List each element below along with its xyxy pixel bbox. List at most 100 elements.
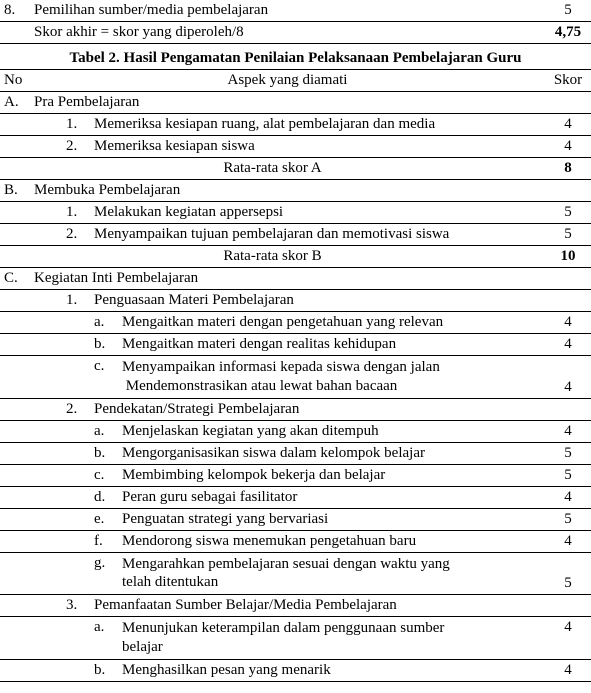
- sub-label: f.: [90, 530, 118, 552]
- sub-label: e.: [90, 508, 118, 530]
- section-row: B. Membuka Pembelajaran: [0, 180, 591, 202]
- item-text: Mengorganisasikan siswa dalam kelompok b…: [118, 442, 545, 464]
- item-text: Mengaitkan materi dengan pengetahuan yan…: [118, 312, 545, 334]
- section-label: A.: [0, 92, 30, 114]
- subsection-name: Pemanfaatan Sumber Belajar/Media Pembela…: [90, 595, 545, 617]
- section-name: Kegiatan Inti Pembelajaran: [30, 268, 545, 290]
- table-row: b. Mengorganisasikan siswa dalam kelompo…: [0, 442, 591, 464]
- item-text: Memeriksa kesiapan ruang, alat pembelaja…: [90, 114, 545, 136]
- item-score: 4: [545, 312, 591, 334]
- observation-table: No Aspek yang diamati Skor A. Pra Pembel…: [0, 69, 591, 682]
- sub-label: c.: [90, 464, 118, 486]
- item-score: 5: [545, 202, 591, 224]
- sub-label: g.: [90, 552, 118, 595]
- sub-label: b.: [90, 334, 118, 356]
- section-label: C.: [0, 268, 30, 290]
- item-score: 5: [545, 464, 591, 486]
- subsection-row: 1. Penguasaan Materi Pembelajaran: [0, 290, 591, 312]
- col-skor: Skor: [545, 70, 591, 92]
- table-row: g. Mengarahkan pembelajaran sesuai denga…: [0, 552, 591, 595]
- item-score: 4: [545, 356, 591, 399]
- table-row: a. Menjelaskan kegiatan yang akan ditemp…: [0, 420, 591, 442]
- item-score: 4: [545, 486, 591, 508]
- subsection-name: Penguasaan Materi Pembelajaran: [90, 290, 545, 312]
- avg-row: Rata-rata skor B 10: [0, 246, 591, 268]
- table-header: No Aspek yang diamati Skor: [0, 70, 591, 92]
- item-index: 2.: [62, 224, 90, 246]
- sub-label: c.: [90, 356, 118, 399]
- item-text: Melakukan kegiatan appersepsi: [90, 202, 545, 224]
- table-row: 1. Melakukan kegiatan appersepsi 5: [0, 202, 591, 224]
- col-aspek: Aspek yang diamati: [30, 70, 545, 92]
- item-text: Mengarahkan pembelajaran sesuai dengan w…: [118, 552, 545, 595]
- item-score: 5: [545, 224, 591, 246]
- table-row: e. Penguatan strategi yang bervariasi 5: [0, 508, 591, 530]
- row-text: Pemilihan sumber/media pembelajaran: [30, 0, 545, 22]
- section-row: C. Kegiatan Inti Pembelajaran: [0, 268, 591, 290]
- table-row: c. Menyampaikan informasi kepada siswa d…: [0, 356, 591, 399]
- sub-label: a.: [90, 617, 118, 660]
- item-text: Mendorong siswa menemukan pengetahuan ba…: [118, 530, 545, 552]
- table-row: 2. Memeriksa kesiapan siswa 4: [0, 136, 591, 158]
- sub-label: b.: [90, 442, 118, 464]
- section-row: A. Pra Pembelajaran: [0, 92, 591, 114]
- row-number: 8.: [0, 0, 30, 22]
- section-name: Membuka Pembelajaran: [30, 180, 545, 202]
- avg-score: 8: [545, 158, 591, 180]
- table-row: 2. Menyampaikan tujuan pembelajaran dan …: [0, 224, 591, 246]
- sub-label: b.: [90, 659, 118, 681]
- item-index: 1.: [62, 202, 90, 224]
- item-text: Peran guru sebagai fasilitator: [118, 486, 545, 508]
- section-name: Pra Pembelajaran: [30, 92, 545, 114]
- item-index: 1.: [62, 114, 90, 136]
- avg-score: 10: [545, 246, 591, 268]
- subsection-name: Pendekatan/Strategi Pembelajaran: [90, 398, 545, 420]
- subsection-row: 2. Pendekatan/Strategi Pembelajaran: [0, 398, 591, 420]
- section-label: B.: [0, 180, 30, 202]
- item-text: Menyampaikan tujuan pembelajaran dan mem…: [90, 224, 545, 246]
- item-score: 4: [545, 530, 591, 552]
- table-row: b. Mengaitkan materi dengan realitas keh…: [0, 334, 591, 356]
- col-no: No: [0, 70, 30, 92]
- table-row: b. Menghasilkan pesan yang menarik 4: [0, 659, 591, 681]
- avg-label: Rata-rata skor B: [0, 246, 545, 268]
- item-text: Memeriksa kesiapan siswa: [90, 136, 545, 158]
- item-text: Mengaitkan materi dengan realitas kehidu…: [118, 334, 545, 356]
- item-score: 4: [545, 420, 591, 442]
- table-title: Tabel 2. Hasil Pengamatan Penilaian Pela…: [0, 44, 591, 69]
- table-row: d. Peran guru sebagai fasilitator 4: [0, 486, 591, 508]
- item-score: 4: [545, 136, 591, 158]
- sub-label: d.: [90, 486, 118, 508]
- final-score-value: 4,75: [545, 22, 591, 44]
- avg-label: Rata-rata skor A: [0, 158, 545, 180]
- table-row: 1. Memeriksa kesiapan ruang, alat pembel…: [0, 114, 591, 136]
- table-row: Skor akhir = skor yang diperoleh/8 4,75: [0, 22, 591, 44]
- item-text: Penguatan strategi yang bervariasi: [118, 508, 545, 530]
- sub-label: a.: [90, 312, 118, 334]
- final-score-label: Skor akhir = skor yang diperoleh/8: [30, 22, 545, 44]
- table-row: c. Membimbing kelompok bekerja dan belaj…: [0, 464, 591, 486]
- table-row: 8. Pemilihan sumber/media pembelajaran 5: [0, 0, 591, 22]
- item-score: 5: [545, 442, 591, 464]
- item-index: 2.: [62, 136, 90, 158]
- item-text: Menyampaikan informasi kepada siswa deng…: [118, 356, 545, 399]
- avg-row: Rata-rata skor A 8: [0, 158, 591, 180]
- table-row: f. Mendorong siswa menemukan pengetahuan…: [0, 530, 591, 552]
- subsection-row: 3. Pemanfaatan Sumber Belajar/Media Pemb…: [0, 595, 591, 617]
- item-text: Menunjukan keterampilan dalam penggunaan…: [118, 617, 545, 660]
- item-score: 5: [545, 508, 591, 530]
- subsection-index: 1.: [62, 290, 90, 312]
- item-text: Menghasilkan pesan yang menarik: [118, 659, 545, 681]
- item-text: Membimbing kelompok bekerja dan belajar: [118, 464, 545, 486]
- item-score: 4: [545, 617, 591, 660]
- item-score: 5: [545, 552, 591, 595]
- table-row: a. Mengaitkan materi dengan pengetahuan …: [0, 312, 591, 334]
- table-row: a. Menunjukan keterampilan dalam penggun…: [0, 617, 591, 660]
- item-score: 4: [545, 659, 591, 681]
- item-text: Menjelaskan kegiatan yang akan ditempuh: [118, 420, 545, 442]
- item-score: 4: [545, 334, 591, 356]
- item-score: 4: [545, 114, 591, 136]
- subsection-index: 2.: [62, 398, 90, 420]
- sub-label: a.: [90, 420, 118, 442]
- top-summary-table: 8. Pemilihan sumber/media pembelajaran 5…: [0, 0, 591, 44]
